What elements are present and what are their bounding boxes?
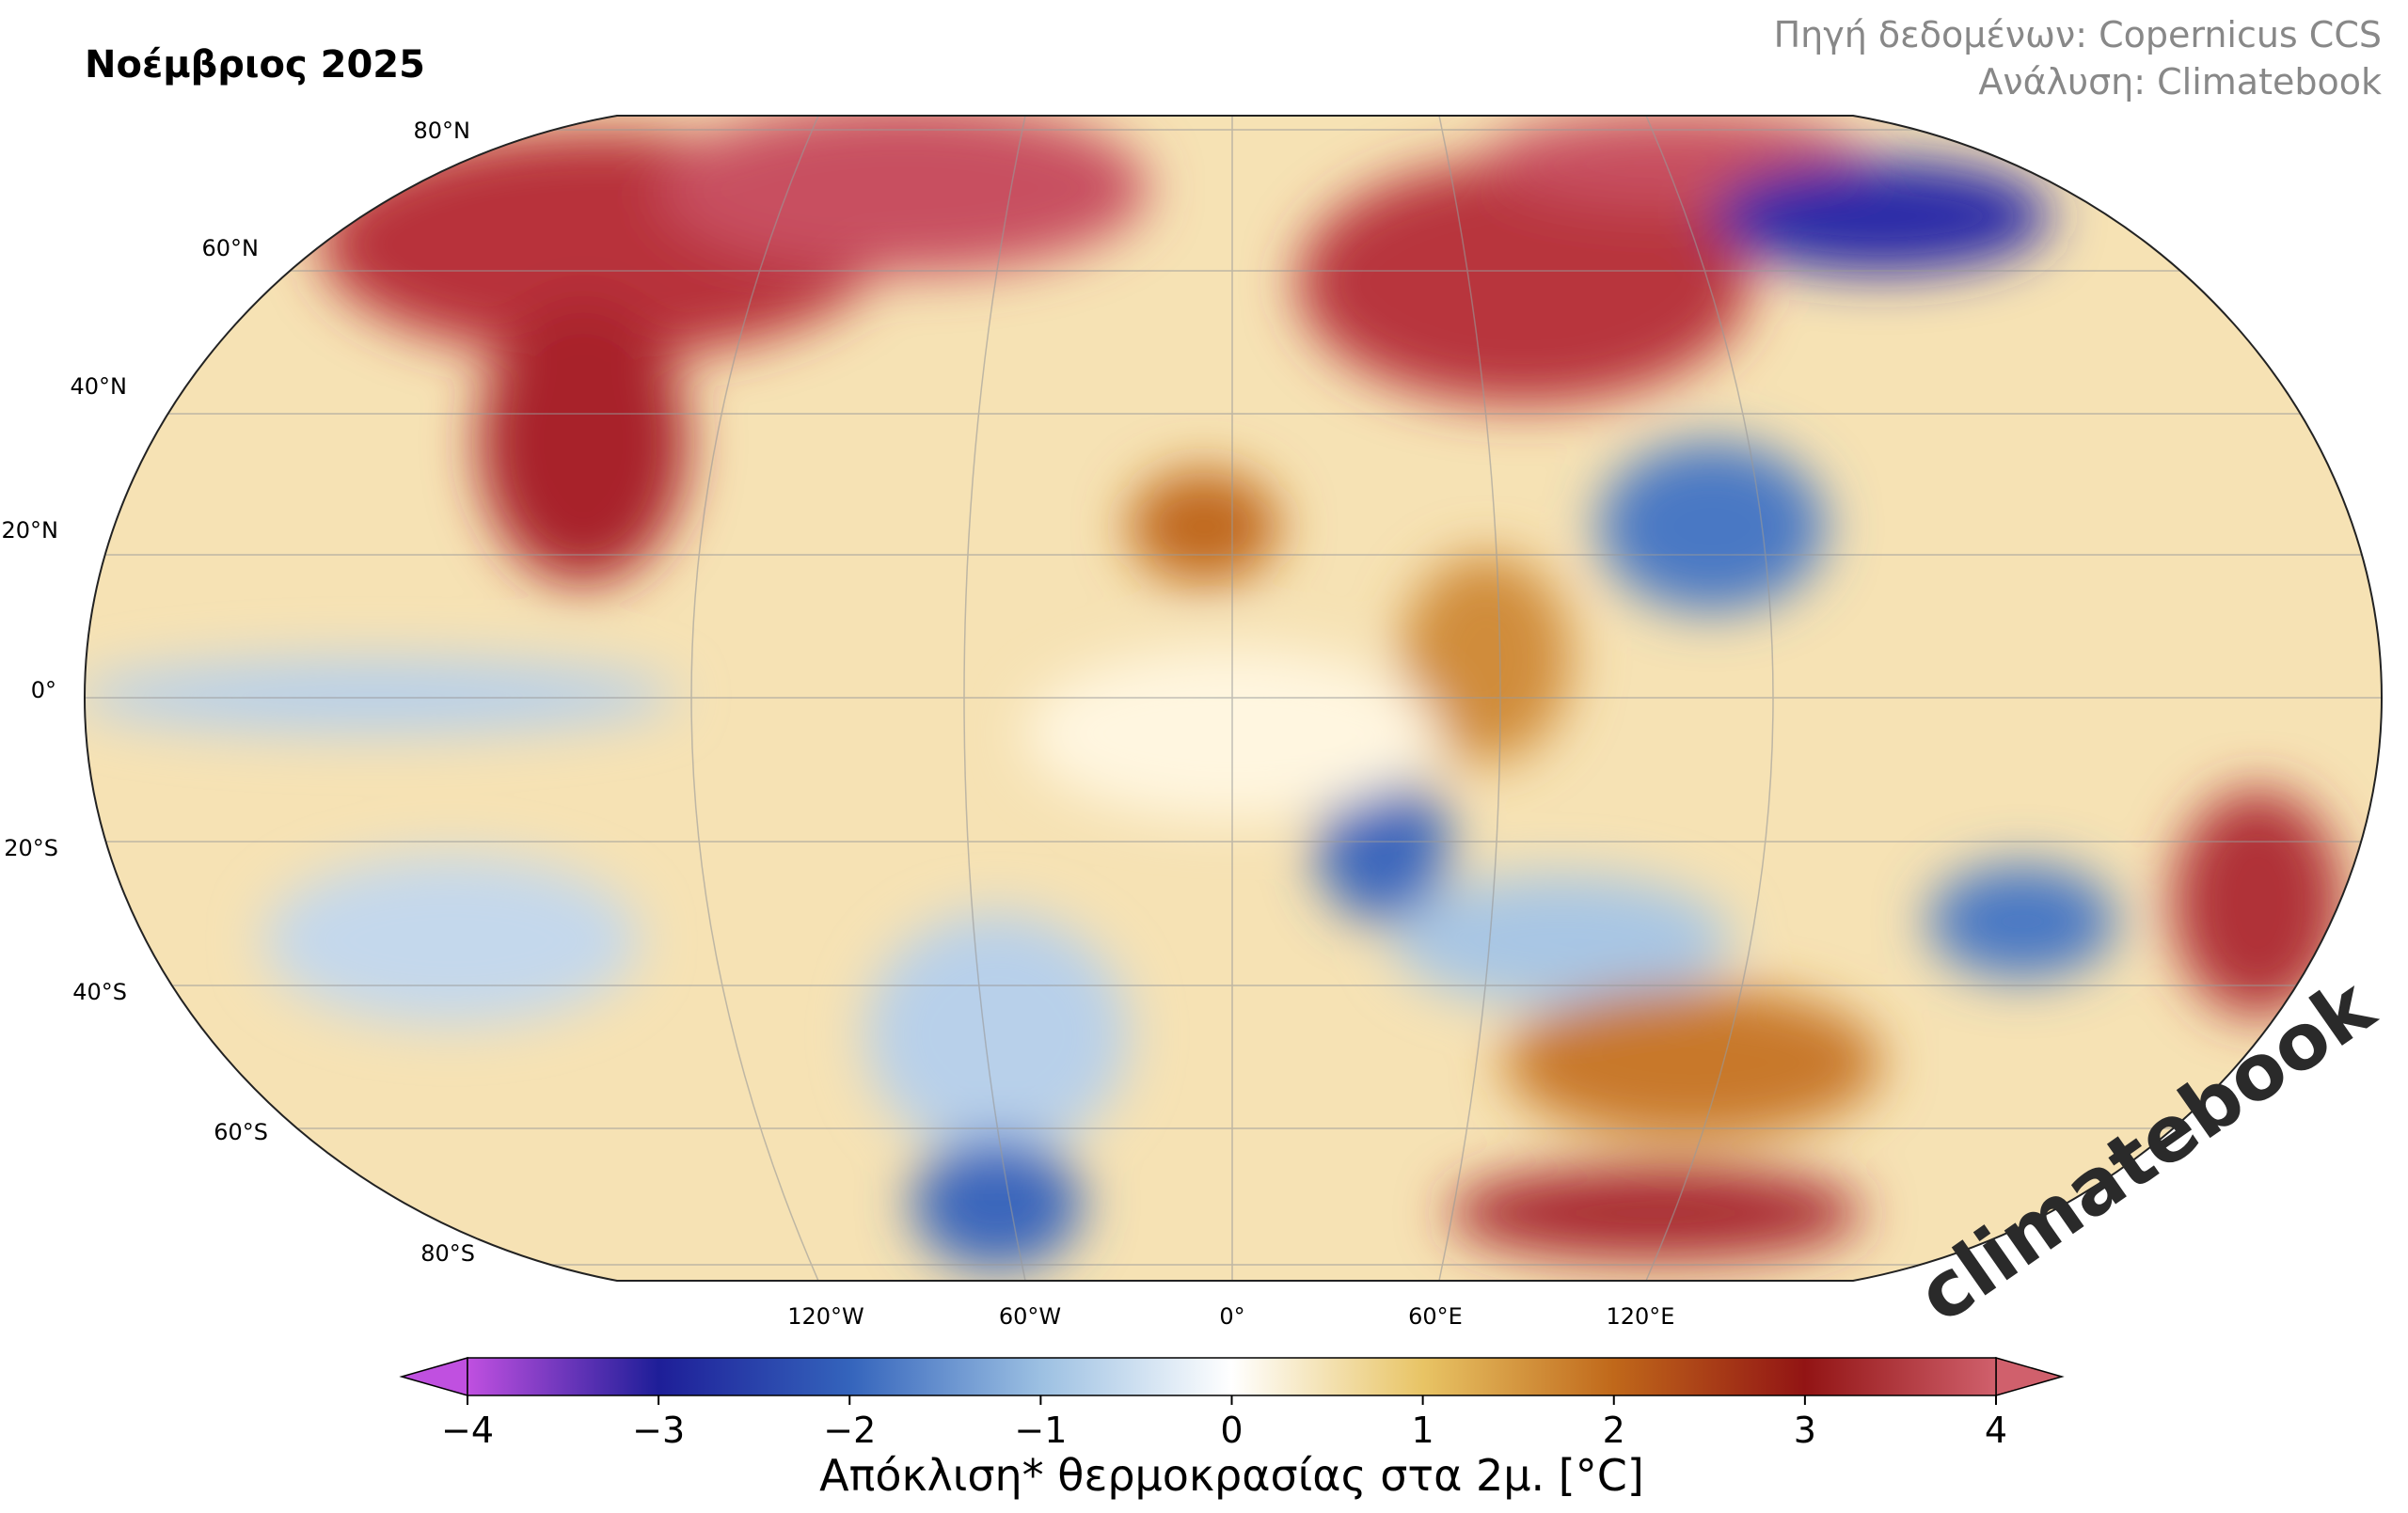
colorbar-tick-label: 1 bbox=[1412, 1410, 1434, 1451]
lat-label: 0° bbox=[31, 677, 56, 703]
colorbar-tick-label: 3 bbox=[1794, 1410, 1816, 1451]
lon-label: 120°E bbox=[1607, 1303, 1675, 1330]
colorbar-bar bbox=[467, 1357, 1997, 1396]
colorbar-tick-label: −2 bbox=[823, 1410, 876, 1451]
axis-labels: 80°N 60°N 40°N 20°N 0° 20°S 40°S 60°S 80°S 120°W 6… bbox=[2, 118, 1675, 1330]
lon-label: 60°W bbox=[999, 1303, 1061, 1330]
colorbar: −4 −3 −2 −1 0 1 2 3 4 Απόκλιση* θερμοκρασίας στα … bbox=[399, 1357, 2065, 1501]
lat-label: 80°S bbox=[420, 1240, 475, 1267]
colorbar-tick-label: −1 bbox=[1014, 1410, 1067, 1451]
colorbar-tick-label: −4 bbox=[441, 1410, 494, 1451]
lon-label: 120°W bbox=[787, 1303, 864, 1330]
source-line: Πηγή δεδομένων: Copernicus CCS bbox=[1774, 14, 2382, 55]
lat-label: 60°S bbox=[214, 1119, 268, 1145]
colorbar-tick-label: −3 bbox=[632, 1410, 685, 1451]
lat-label: 40°N bbox=[71, 373, 128, 400]
lat-label: 20°N bbox=[2, 517, 59, 544]
lon-label: 60°E bbox=[1408, 1303, 1463, 1330]
lat-label: 80°N bbox=[414, 118, 471, 144]
colorbar-tick-label: 0 bbox=[1220, 1410, 1243, 1451]
lon-label: 0° bbox=[1219, 1303, 1244, 1330]
source-line: Ανάλυση: Climatebook bbox=[1978, 61, 2382, 102]
title: Νοέμβριος 2025 bbox=[85, 43, 425, 87]
lat-label: 60°N bbox=[202, 235, 260, 261]
colorbar-tick-label: 4 bbox=[1985, 1410, 2007, 1451]
colorbar-extend-low bbox=[399, 1357, 468, 1396]
colorbar-extend-high bbox=[1995, 1357, 2065, 1396]
lat-label: 20°S bbox=[4, 835, 58, 861]
colorbar-tick-label: 2 bbox=[1603, 1410, 1625, 1451]
lat-label: 40°S bbox=[72, 979, 127, 1005]
colorbar-label: Απόκλιση* θερμοκρασίας στα 2μ. [°C] bbox=[819, 1450, 1644, 1501]
map bbox=[85, 116, 2382, 1281]
map-border bbox=[83, 115, 2384, 1282]
